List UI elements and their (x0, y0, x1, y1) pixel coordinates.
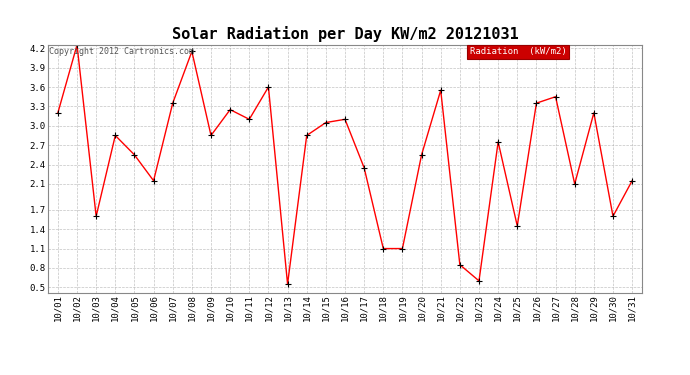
Text: Copyright 2012 Cartronics.com: Copyright 2012 Cartronics.com (50, 48, 195, 57)
Title: Solar Radiation per Day KW/m2 20121031: Solar Radiation per Day KW/m2 20121031 (172, 27, 518, 42)
Text: Radiation  (kW/m2): Radiation (kW/m2) (470, 48, 566, 57)
